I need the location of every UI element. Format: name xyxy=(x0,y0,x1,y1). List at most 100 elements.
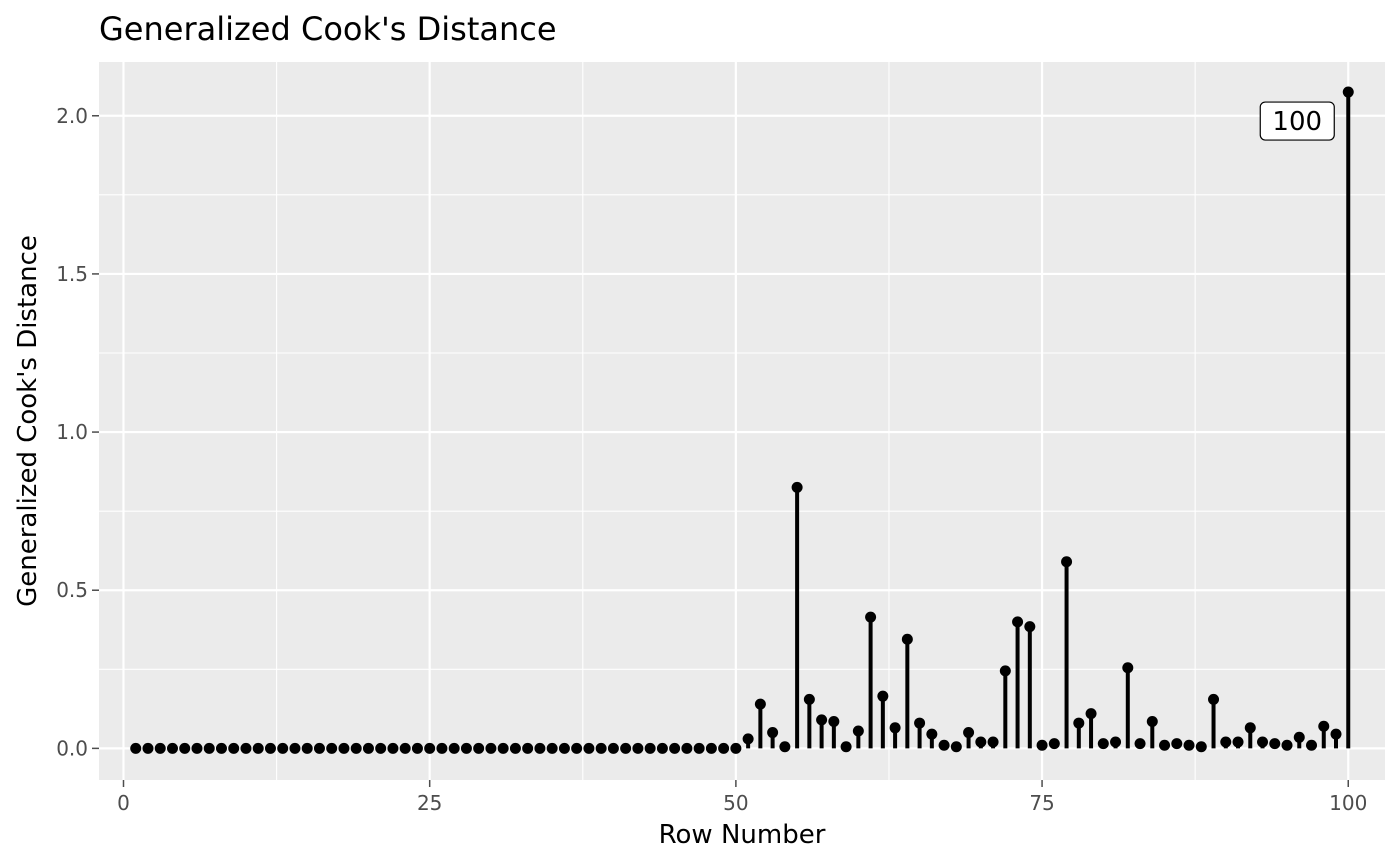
lollipop-point xyxy=(914,717,926,729)
lollipop-point xyxy=(693,742,705,754)
lollipop-point xyxy=(865,611,877,623)
lollipop-point xyxy=(338,742,350,754)
lollipop-point xyxy=(656,742,668,754)
lollipop-point xyxy=(424,742,436,754)
lollipop-point xyxy=(1318,720,1330,732)
lollipop-point xyxy=(1073,717,1085,729)
lollipop-point xyxy=(595,742,607,754)
lollipop-point xyxy=(816,714,828,726)
lollipop-point xyxy=(852,725,864,737)
lollipop-point xyxy=(228,742,240,754)
lollipop-point xyxy=(1342,86,1354,98)
lollipop-point xyxy=(975,736,987,748)
lollipop-point xyxy=(546,742,558,754)
annotation-label-box xyxy=(1259,101,1335,141)
lollipop-point xyxy=(1244,722,1256,734)
lollipop-point xyxy=(950,741,962,753)
lollipop-point xyxy=(252,742,264,754)
annotation-layer: 100 xyxy=(1259,101,1335,141)
lollipop-point xyxy=(166,742,178,754)
lollipop-point xyxy=(607,742,619,754)
lollipop-point xyxy=(1269,738,1281,750)
lollipop-point xyxy=(387,742,399,754)
lollipop-point xyxy=(485,742,497,754)
lollipop-point xyxy=(534,742,546,754)
y-tick-label: 0.5 xyxy=(56,578,88,602)
lollipop-point xyxy=(130,742,142,754)
lollipop-point xyxy=(1183,739,1195,751)
lollipop-point xyxy=(1220,736,1232,748)
lollipop-point xyxy=(742,733,754,745)
lollipop-point xyxy=(999,665,1011,677)
lollipop-point xyxy=(203,742,215,754)
lollipop-point xyxy=(1159,739,1171,751)
axes-layer: 0 25 50 75 100 0.0 0.5 1.0 1.5 2.0 xyxy=(56,104,1367,815)
lollipop-point xyxy=(179,742,191,754)
lollipop-point xyxy=(399,742,411,754)
lollipop-point xyxy=(289,742,301,754)
y-tick-label: 1.0 xyxy=(56,420,88,444)
y-tick-label: 0.0 xyxy=(56,736,88,760)
marks-layer xyxy=(130,86,1354,754)
lollipop-point xyxy=(264,742,276,754)
lollipop-point xyxy=(571,742,583,754)
lollipop-point xyxy=(326,742,338,754)
lollipop-point xyxy=(718,742,730,754)
lollipop-point xyxy=(1085,708,1097,720)
lollipop-point xyxy=(1024,621,1036,633)
lollipop-point xyxy=(669,742,681,754)
x-tick-label: 0 xyxy=(117,791,130,815)
lollipop-point xyxy=(154,742,166,754)
lollipop-point xyxy=(362,742,374,754)
lollipop-point xyxy=(987,736,999,748)
lollipop-point xyxy=(779,741,791,753)
lollipop-point xyxy=(1036,739,1048,751)
lollipop-point xyxy=(901,633,913,645)
lollipop-point xyxy=(1208,693,1220,705)
y-axis-title: Generalized Cook's Distance xyxy=(13,235,43,607)
lollipop-point xyxy=(240,742,252,754)
lollipop-point xyxy=(767,727,779,739)
annotation-label: 100 xyxy=(1272,107,1322,137)
lollipop-point xyxy=(1134,738,1146,750)
lollipop-point xyxy=(558,742,570,754)
lollipop-point xyxy=(963,727,975,739)
lollipop-point xyxy=(803,693,815,705)
lollipop-point xyxy=(473,742,485,754)
lollipop-point xyxy=(350,742,362,754)
lollipop-point xyxy=(877,690,889,702)
lollipop-point xyxy=(301,742,313,754)
lollipop-point xyxy=(1257,736,1269,748)
lollipop-point xyxy=(1012,616,1024,628)
lollipop-point xyxy=(215,742,227,754)
lollipop-point xyxy=(497,742,509,754)
lollipop-point xyxy=(926,728,938,740)
lollipop-point xyxy=(1122,662,1134,674)
lollipop-point xyxy=(277,742,289,754)
lollipop-point xyxy=(1281,739,1293,751)
lollipop-point xyxy=(522,742,534,754)
chart-title: Generalized Cook's Distance xyxy=(99,10,557,48)
lollipop-point xyxy=(448,742,460,754)
lollipop-point xyxy=(828,715,840,727)
lollipop-point xyxy=(938,739,950,751)
lollipop-point xyxy=(583,742,595,754)
lollipop-point xyxy=(705,742,717,754)
lollipop-point xyxy=(1171,738,1183,750)
x-tick-label: 75 xyxy=(1029,791,1054,815)
lollipop-point xyxy=(1330,728,1342,740)
x-axis-title: Row Number xyxy=(659,820,826,850)
lollipop-point xyxy=(142,742,154,754)
y-tick-label: 1.5 xyxy=(56,262,88,286)
lollipop-point xyxy=(313,742,325,754)
lollipop-point xyxy=(754,698,766,710)
lollipop-point xyxy=(889,722,901,734)
lollipop-point xyxy=(460,742,472,754)
x-tick-label: 25 xyxy=(417,791,442,815)
lollipop-point xyxy=(644,742,656,754)
lollipop-point xyxy=(411,742,423,754)
lollipop-point xyxy=(1232,736,1244,748)
x-tick-label: 50 xyxy=(723,791,748,815)
